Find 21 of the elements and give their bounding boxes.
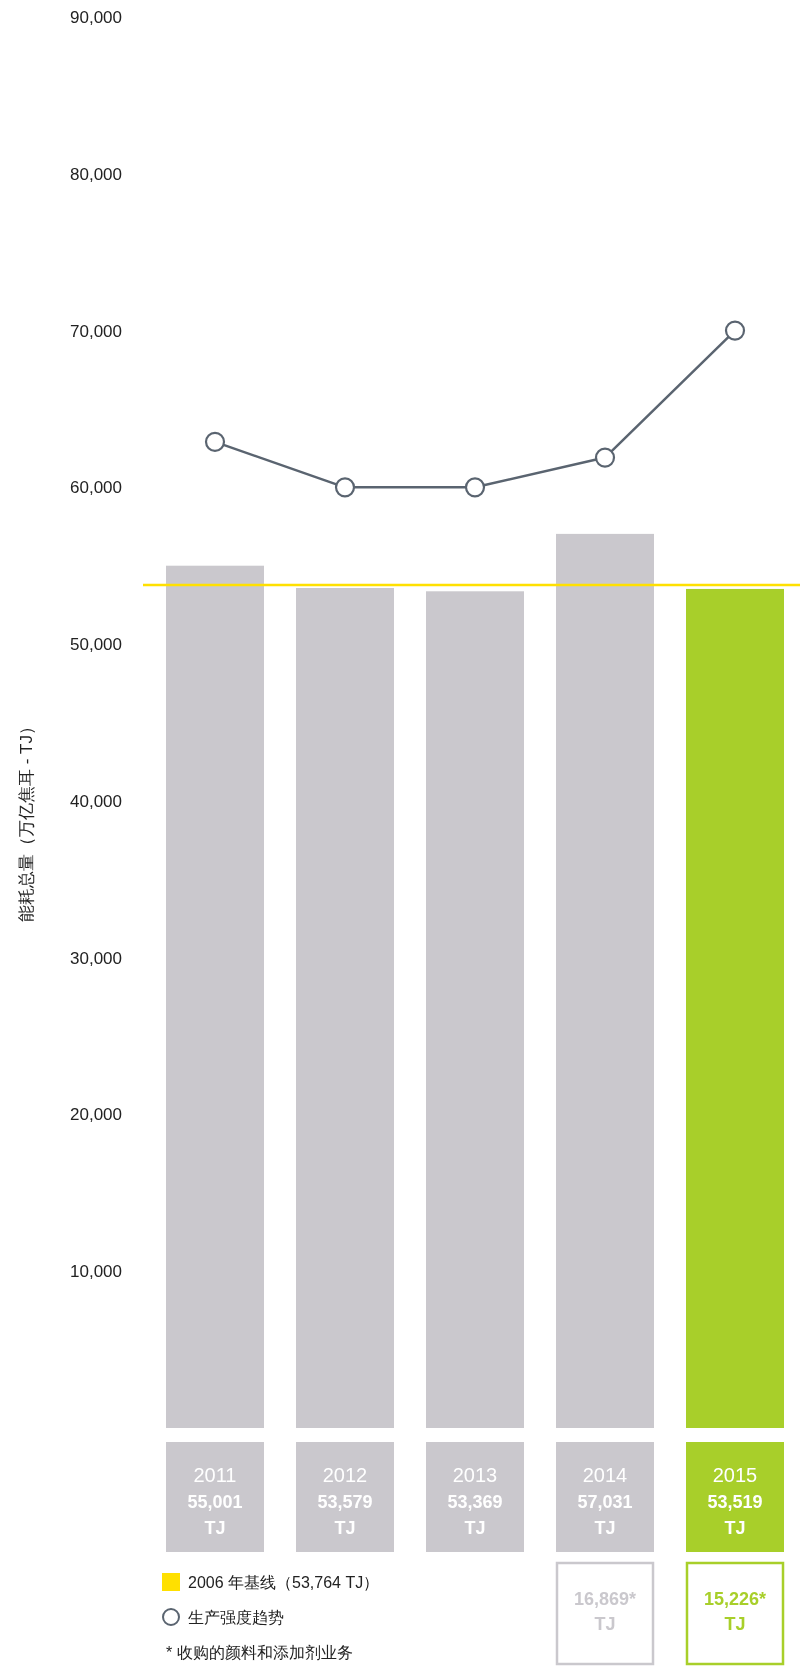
y-tick-label: 60,000 [70, 478, 122, 498]
point [724, 320, 746, 341]
y-tick-label: 80,000 [70, 164, 122, 184]
legend-label: 2006 年基线（53,764 TJ） [188, 1574, 380, 1591]
text: 15,226* TJ [703, 1589, 767, 1634]
data-label: 53,519 TJ [707, 1492, 763, 1538]
y-tick-label: 10,000 [70, 1262, 122, 1282]
legend-label: 生产强度趋势 [188, 1609, 284, 1626]
y-axis-title: 能耗总量（万亿焦耳 - TJ） [17, 718, 36, 922]
y-tick-label: 50,000 [70, 635, 122, 655]
y-tick-label: 90,000 [70, 8, 122, 27]
y-tick-label: 30,000 [70, 948, 122, 968]
y-tick-label: 40,000 [70, 791, 122, 811]
point [464, 477, 486, 498]
y-tick-label: 20,000 [70, 1105, 122, 1125]
point [204, 431, 226, 452]
y-tick-label: 70,000 [70, 321, 122, 341]
point [594, 447, 616, 468]
x-tick-label: 2015 [712, 1464, 758, 1486]
point [334, 477, 356, 498]
text: * 收购的颜料和添加剂业务 [166, 1644, 353, 1661]
